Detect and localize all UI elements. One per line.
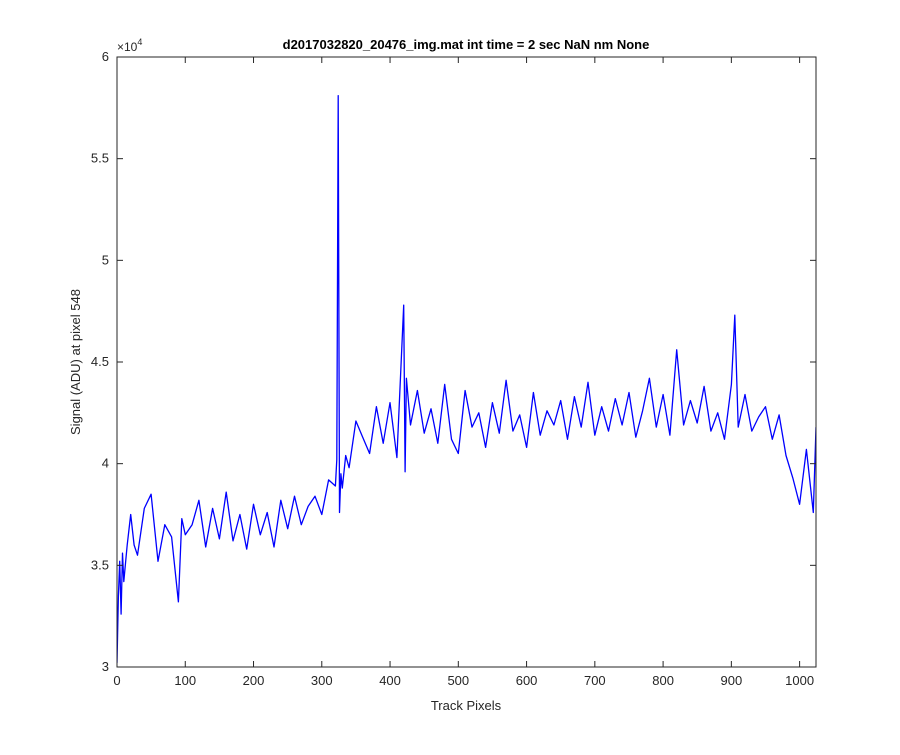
y-tick-label: 3.5 [91,557,109,572]
y-tick-label: 5.5 [91,151,109,166]
x-tick-label: 0 [113,673,120,688]
x-tick-label: 600 [516,673,538,688]
x-tick-label: 400 [379,673,401,688]
y-tick-label: 4 [102,456,109,471]
y-axis-exponent: ×104 [117,37,142,54]
axes-background [117,57,816,667]
y-tick-label: 6 [102,49,109,64]
chart-title: d2017032820_20476_img.mat int time = 2 s… [283,37,650,52]
x-tick-label: 1000 [785,673,814,688]
x-tick-label: 200 [243,673,265,688]
tick-layer: 0 100 200 300 400 500 600 700 800 900 1000 3 3.5 4 4.5… [91,49,816,688]
x-tick-label: 500 [447,673,469,688]
y-tick-label: 5 [102,252,109,267]
x-tick-label: 800 [652,673,674,688]
x-tick-label: 100 [174,673,196,688]
y-axis-exponent-base: ×10 [117,40,138,54]
y-tick-label: 3 [102,659,109,674]
x-tick-label: 900 [721,673,743,688]
y-tick-label: 4.5 [91,354,109,369]
x-tick-label: 300 [311,673,333,688]
x-tick-label: 700 [584,673,606,688]
data-series-line-1 [117,94,816,663]
y-axis-label: Signal (ADU) at pixel 548 [68,289,83,435]
plot-layer [117,94,816,663]
x-axis-label: Track Pixels [431,698,502,713]
y-axis-exponent-power: 4 [137,37,142,47]
